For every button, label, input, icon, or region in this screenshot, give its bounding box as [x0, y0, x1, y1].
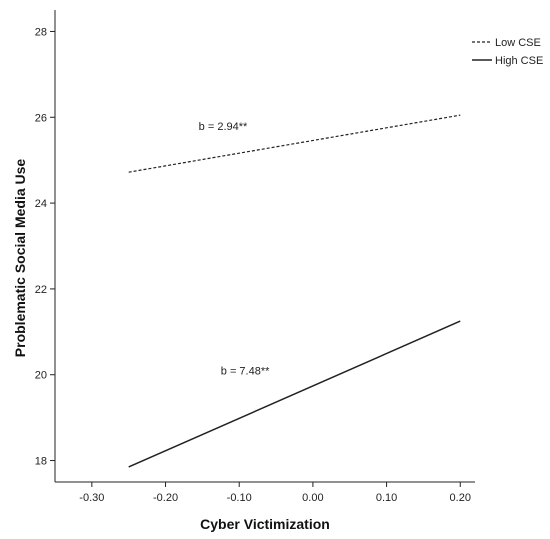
x-tick-label: -0.10	[227, 492, 252, 504]
y-tick-label: 28	[35, 26, 47, 38]
legend: Low CSE High CSE	[472, 37, 543, 67]
series-line-high-cse	[128, 320, 461, 468]
y-axis-ticks: 18 20 22 24 26 28	[35, 26, 55, 468]
annotations: b = 2.94** b = 7.48**	[199, 121, 270, 378]
y-tick-label: 26	[35, 112, 47, 124]
y-tick-label: 18	[35, 456, 47, 468]
series-line-low-cse	[128, 114, 461, 173]
x-tick-label: 0.00	[302, 492, 323, 504]
x-tick-label: -0.30	[79, 492, 104, 504]
plot-frame	[54, 10, 475, 483]
series-lines	[128, 114, 461, 468]
x-tick-label: 0.10	[376, 492, 397, 504]
x-tick-label: -0.20	[153, 492, 178, 504]
y-axis-title: Problematic Social Media Use	[12, 159, 28, 358]
slope-annotation: b = 2.94**	[199, 121, 248, 133]
slope-annotation: b = 7.48**	[221, 366, 270, 378]
x-axis-ticks: -0.30 -0.20 -0.10 0.00 0.10 0.20	[79, 482, 471, 504]
x-axis-title: Cyber Victimization	[200, 516, 330, 532]
y-tick-label: 22	[35, 284, 47, 296]
y-tick-label: 20	[35, 370, 47, 382]
y-tick-label: 24	[35, 198, 47, 210]
legend-label: High CSE	[495, 55, 543, 67]
x-tick-label: 0.20	[450, 492, 471, 504]
legend-label: Low CSE	[495, 37, 541, 49]
